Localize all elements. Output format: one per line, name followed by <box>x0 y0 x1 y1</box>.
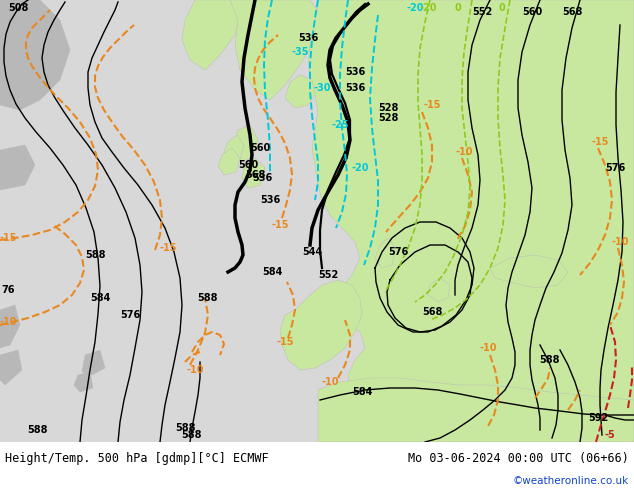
Text: 552: 552 <box>472 7 492 17</box>
Text: 528: 528 <box>378 113 398 123</box>
Polygon shape <box>82 350 105 375</box>
Text: 560: 560 <box>522 7 542 17</box>
Text: 588: 588 <box>175 423 195 433</box>
Text: 560: 560 <box>250 143 270 153</box>
Polygon shape <box>0 305 20 348</box>
Text: 576: 576 <box>120 310 140 320</box>
Polygon shape <box>318 378 634 442</box>
Text: 588: 588 <box>28 425 48 435</box>
Polygon shape <box>280 280 362 370</box>
Text: -5: -5 <box>605 430 616 440</box>
Polygon shape <box>233 125 258 162</box>
Text: 588: 588 <box>182 430 202 440</box>
Text: 536: 536 <box>260 195 280 205</box>
Text: 568: 568 <box>422 307 442 317</box>
Text: 568: 568 <box>245 170 265 180</box>
Polygon shape <box>490 255 568 288</box>
Polygon shape <box>182 0 240 70</box>
Text: -30: -30 <box>313 83 331 93</box>
Text: -35: -35 <box>291 47 309 57</box>
Text: 576: 576 <box>388 247 408 257</box>
Polygon shape <box>285 75 315 108</box>
Text: 528: 528 <box>378 103 398 113</box>
Text: 536: 536 <box>345 83 365 93</box>
Polygon shape <box>218 148 240 175</box>
Text: 584: 584 <box>352 387 372 397</box>
Text: 568: 568 <box>562 7 582 17</box>
Polygon shape <box>428 278 450 302</box>
Text: 508: 508 <box>8 3 28 13</box>
Text: -10: -10 <box>321 377 339 387</box>
Text: 588: 588 <box>540 355 560 365</box>
Text: -25: -25 <box>331 120 349 130</box>
Text: 560: 560 <box>238 160 258 170</box>
Polygon shape <box>0 0 70 110</box>
Text: -15: -15 <box>0 233 16 243</box>
Polygon shape <box>308 0 634 442</box>
Text: 584: 584 <box>262 267 282 277</box>
Text: -20: -20 <box>406 3 424 13</box>
Text: 592: 592 <box>588 413 608 423</box>
Text: -15: -15 <box>276 337 294 347</box>
Polygon shape <box>0 145 35 190</box>
Text: -20: -20 <box>419 3 437 13</box>
Text: -10: -10 <box>611 237 629 247</box>
Text: -10: -10 <box>455 147 473 157</box>
Text: 588: 588 <box>198 293 218 303</box>
Text: -15: -15 <box>424 100 441 110</box>
Text: -10: -10 <box>0 317 16 327</box>
Text: 536: 536 <box>298 33 318 43</box>
Polygon shape <box>242 158 265 188</box>
Text: 536: 536 <box>345 67 365 77</box>
Polygon shape <box>230 0 320 100</box>
Text: 584: 584 <box>90 293 110 303</box>
Text: 0: 0 <box>455 3 462 13</box>
Text: 576: 576 <box>605 163 625 173</box>
Text: -15: -15 <box>592 137 609 147</box>
Text: 588: 588 <box>85 250 105 260</box>
Text: -15: -15 <box>159 243 177 253</box>
Text: 544: 544 <box>302 247 322 257</box>
Polygon shape <box>0 350 22 385</box>
Polygon shape <box>224 135 244 162</box>
Text: -10: -10 <box>479 343 497 353</box>
Polygon shape <box>375 238 396 268</box>
Text: ©weatheronline.co.uk: ©weatheronline.co.uk <box>513 476 629 487</box>
Text: Height/Temp. 500 hPa [gdmp][°C] ECMWF: Height/Temp. 500 hPa [gdmp][°C] ECMWF <box>5 452 269 466</box>
Polygon shape <box>74 372 93 392</box>
Text: Mo 03-06-2024 00:00 UTC (06+66): Mo 03-06-2024 00:00 UTC (06+66) <box>408 452 629 466</box>
Text: 76: 76 <box>1 285 15 295</box>
Text: 552: 552 <box>318 270 338 280</box>
Text: -10: -10 <box>186 365 204 375</box>
Text: 0: 0 <box>498 3 505 13</box>
Text: -20: -20 <box>351 163 369 173</box>
Text: 536: 536 <box>252 173 272 183</box>
Text: -15: -15 <box>271 220 288 230</box>
